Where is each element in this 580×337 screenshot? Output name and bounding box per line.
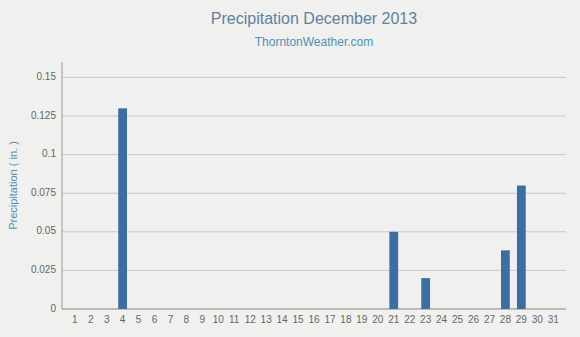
x-tick-label: 5	[136, 314, 142, 325]
bar	[294, 309, 303, 310]
bar	[357, 309, 366, 310]
bar	[198, 309, 207, 310]
bar	[326, 309, 335, 310]
bar	[517, 186, 526, 310]
x-tick-label: 14	[277, 314, 289, 325]
x-axis-line	[62, 309, 566, 310]
subtitle: ThorntonWeather.com	[255, 35, 374, 49]
x-tick-label: 7	[168, 314, 174, 325]
y-tick-labels: 0 0.025 0.05 0.075 0.1 0.125 0.15	[31, 71, 56, 314]
bar	[549, 309, 558, 310]
x-tick-label: 18	[340, 314, 352, 325]
grid-line	[62, 77, 566, 78]
y-axis-label: Precipitation ( in. )	[7, 141, 19, 230]
bar	[278, 309, 287, 310]
y-tick-label: 0.1	[42, 148, 56, 159]
bar	[501, 250, 510, 309]
bar	[150, 309, 159, 310]
bar	[214, 309, 223, 310]
bar	[485, 309, 494, 310]
bar	[389, 232, 398, 309]
bar	[86, 309, 95, 310]
x-tick-label: 10	[213, 314, 225, 325]
x-tick-label: 24	[436, 314, 448, 325]
x-tick-label: 17	[324, 314, 336, 325]
bar	[453, 309, 462, 310]
x-tick-label: 13	[261, 314, 273, 325]
y-tick-label: 0.05	[37, 225, 57, 236]
bar	[70, 309, 79, 310]
x-tick-label: 11	[229, 314, 240, 325]
bar	[166, 309, 175, 310]
bar	[342, 309, 351, 310]
background	[0, 0, 580, 337]
y-grid	[62, 77, 566, 309]
bar	[469, 309, 478, 310]
x-tick-label: 4	[120, 314, 126, 325]
y-tick-label: 0.025	[31, 264, 56, 275]
grid-line	[62, 193, 566, 194]
x-tick-label: 31	[548, 314, 560, 325]
title: Precipitation December 2013	[211, 10, 417, 27]
bar	[182, 309, 191, 310]
x-tick-label: 27	[484, 314, 496, 325]
y-axis-line	[62, 62, 63, 309]
x-tick-label: 9	[200, 314, 206, 325]
bar	[262, 309, 271, 310]
y-tick-label: 0.125	[31, 110, 56, 121]
bar	[246, 309, 255, 310]
chart-svg: 00.0250.050.0750.10.1250.151234567891011…	[0, 0, 580, 337]
x-tick-label: 2	[88, 314, 94, 325]
grid-line	[62, 116, 566, 117]
grid-line	[62, 231, 566, 232]
x-tick-labels: 1234567891011121314151617181920212223242…	[72, 314, 559, 325]
bar	[405, 309, 414, 310]
x-tick-label: 1	[72, 314, 78, 325]
x-tick-label: 23	[420, 314, 432, 325]
x-tick-label: 25	[452, 314, 464, 325]
grid-line	[62, 270, 566, 271]
x-tick-label: 6	[152, 314, 158, 325]
grid-line	[62, 154, 566, 155]
x-tick-label: 28	[500, 314, 512, 325]
bar	[533, 309, 542, 310]
y-tick-label: 0.075	[31, 187, 56, 198]
x-tick-label: 3	[104, 314, 110, 325]
bar	[230, 309, 239, 310]
x-tick-label: 19	[356, 314, 368, 325]
x-tick-label: 21	[388, 314, 400, 325]
bar	[118, 108, 127, 309]
bars	[118, 108, 526, 309]
bar	[310, 309, 319, 310]
bar	[437, 309, 446, 310]
y-tick-label: 0.15	[37, 71, 57, 82]
x-tick-label: 30	[532, 314, 544, 325]
x-tick-label: 12	[245, 314, 257, 325]
bar	[373, 309, 382, 310]
x-tick-label: 15	[292, 314, 304, 325]
x-tick-label: 29	[516, 314, 528, 325]
x-tick-label: 22	[404, 314, 416, 325]
bar	[421, 278, 430, 309]
bar	[134, 309, 143, 310]
x-tick-label: 20	[372, 314, 384, 325]
chart-container: 00.0250.050.0750.10.1250.151234567891011…	[0, 0, 580, 337]
grid-line	[62, 309, 566, 310]
x-tick-label: 16	[308, 314, 320, 325]
y-tick-label: 0	[50, 303, 56, 314]
x-tick-label: 8	[184, 314, 190, 325]
x-tick-label: 26	[468, 314, 480, 325]
bar	[102, 309, 111, 310]
